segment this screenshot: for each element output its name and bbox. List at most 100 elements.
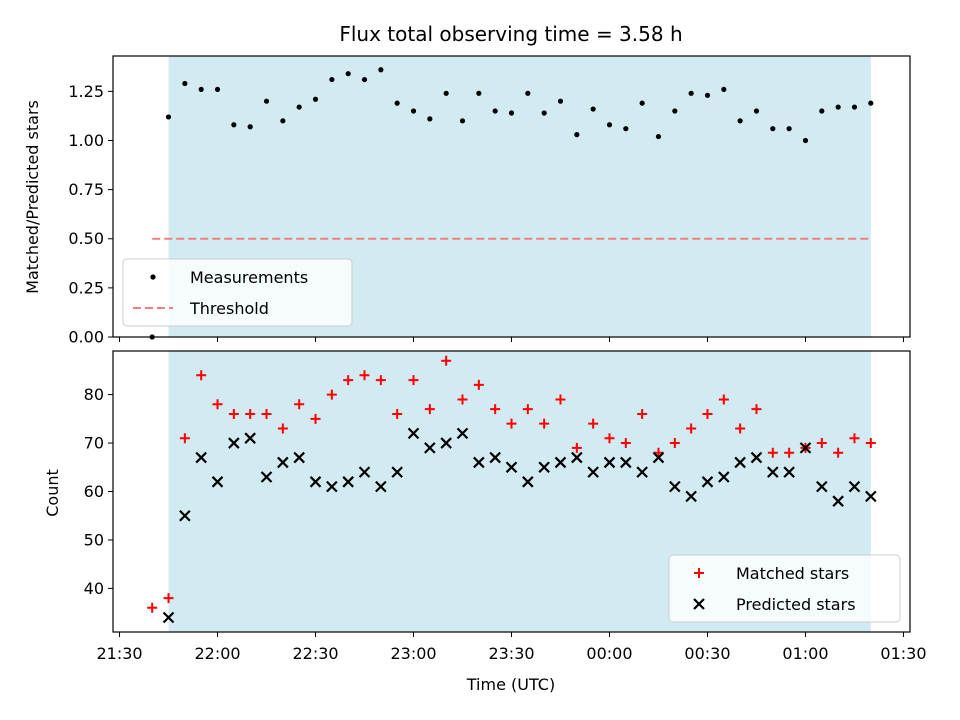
- bottom-predicted-stars-point: [473, 456, 485, 469]
- bottom-matched-stars-point: [784, 447, 795, 458]
- bottom-legend-label-predicted-stars: Predicted stars: [736, 595, 856, 614]
- bottom-predicted-stars-point: [358, 466, 371, 478]
- bottom-matched-stars-point: [833, 447, 844, 458]
- bottom-matched-stars-point: [147, 602, 158, 613]
- bottom-x-tick-label: 00:00: [586, 644, 632, 663]
- bottom-matched-stars-point: [816, 438, 827, 449]
- bottom-y-axis-label: Count: [43, 469, 62, 517]
- bottom-y-tick-label: 80: [84, 385, 104, 404]
- bottom-predicted-stars-point: [848, 480, 861, 493]
- top-measurements-point: [410, 108, 417, 114]
- top-y-tick-label: 0.00: [68, 328, 104, 347]
- bottom-predicted-stars-point: [799, 442, 812, 454]
- top-measurements-point: [786, 126, 792, 132]
- top-measurements-point: [312, 96, 319, 102]
- top-legend: Measurements Threshold: [122, 258, 353, 327]
- top-measurements-point: [851, 104, 858, 110]
- top-measurements-point: [721, 86, 727, 93]
- bottom-legend-swatch-predicted-stars: [693, 598, 705, 610]
- bottom-predicted-stars-point: [277, 456, 289, 469]
- bottom-predicted-stars-point: [603, 456, 616, 469]
- top-measurements-point: [378, 67, 384, 73]
- bottom-matched-stars-point: [620, 438, 631, 449]
- bottom-predicted-stars-point: [244, 432, 256, 444]
- top-measurements-point: [672, 108, 678, 114]
- bottom-x-tick-label: 23:00: [390, 644, 436, 663]
- bottom-predicted-stars-point: [685, 490, 697, 503]
- top-measurements-point: [819, 108, 825, 114]
- bottom-x-tick-label: 01:00: [782, 644, 828, 663]
- top-measurements-point: [280, 118, 286, 124]
- top-measurements-point: [263, 98, 270, 104]
- bottom-matched-stars-point: [604, 433, 615, 444]
- x-axis-label: Time (UTC): [466, 675, 555, 694]
- bottom-predicted-stars-point: [505, 461, 518, 474]
- bottom-predicted-stars-point: [162, 611, 175, 624]
- bottom-predicted-stars-point: [767, 466, 779, 478]
- bottom-predicted-stars-point: [538, 461, 550, 474]
- top-measurements-point: [753, 108, 760, 114]
- top-measurements-point: [443, 90, 449, 96]
- top-measurements-point: [688, 90, 694, 96]
- top-measurements-point: [182, 80, 188, 87]
- bottom-legend: Matched stars Predicted stars: [668, 554, 901, 623]
- bottom-panel: 40 50 60 70 80 21:30 22:00 22:30 23:00 23:30 00:00…: [84, 350, 927, 663]
- top-measurements-point: [459, 118, 466, 124]
- top-measurements-point: [590, 106, 596, 112]
- bottom-matched-stars-point: [522, 404, 533, 415]
- bottom-predicted-stars-point: [620, 456, 632, 469]
- bottom-legend-label-matched-stars: Matched stars: [736, 564, 849, 583]
- top-measurements-point: [231, 122, 237, 128]
- top-y-axis-label: Matched/Predicted stars: [23, 100, 42, 294]
- bottom-matched-stars-point: [179, 433, 190, 444]
- top-measurements-point: [394, 100, 400, 106]
- top-measurements-point: [329, 76, 335, 83]
- bottom-matched-stars-point: [718, 394, 729, 405]
- bottom-matched-stars-point: [849, 433, 860, 444]
- top-measurements-point: [214, 86, 221, 93]
- bottom-predicted-stars-point: [865, 490, 877, 503]
- bottom-matched-stars-point: [588, 418, 599, 429]
- bottom-matched-stars-point: [375, 375, 386, 386]
- top-measurements-point: [476, 90, 482, 96]
- bottom-matched-stars-point: [637, 408, 648, 419]
- bottom-predicted-stars-point: [375, 480, 387, 493]
- bottom-predicted-stars-point: [718, 471, 730, 483]
- top-panel: 0.00 0.25 0.50 0.75 1.00 1.25 Measurements Thre…: [68, 55, 911, 347]
- top-measurements-point: [427, 116, 433, 122]
- top-measurements-point: [296, 104, 302, 110]
- bottom-predicted-stars-point: [195, 451, 207, 464]
- chart-title: Flux total observing time = 3.58 h: [339, 22, 682, 46]
- bottom-matched-stars-point: [212, 399, 223, 410]
- top-measurements-point: [492, 108, 498, 114]
- bottom-matched-stars-point: [539, 418, 550, 429]
- bottom-predicted-stars-point: [456, 427, 469, 440]
- top-measurements-point: [835, 104, 841, 110]
- bottom-predicted-stars-point: [783, 466, 795, 478]
- bottom-y-tick-label: 50: [84, 530, 104, 549]
- bottom-matched-stars-point: [490, 404, 501, 415]
- bottom-matched-stars-point: [571, 442, 582, 453]
- bottom-predicted-stars-point: [342, 476, 354, 488]
- bottom-x-tick-label: 21:30: [96, 644, 142, 663]
- bottom-predicted-stars-point: [816, 480, 828, 493]
- bottom-predicted-stars-point: [571, 451, 583, 464]
- top-measurements-point: [868, 100, 874, 106]
- bottom-predicted-stars-point: [440, 437, 452, 449]
- bottom-y-tick-label: 60: [84, 482, 104, 501]
- top-measurements-point: [345, 71, 351, 77]
- top-measurements-point: [770, 126, 776, 132]
- bottom-matched-stars-point: [424, 404, 435, 415]
- bottom-x-tick-label: 22:00: [194, 644, 240, 663]
- top-measurements-point: [361, 76, 368, 83]
- top-axes-frame: [112, 55, 911, 338]
- bottom-matched-stars-point: [343, 375, 354, 386]
- top-y-tick-label: 0.50: [68, 229, 104, 248]
- top-measurements-point: [655, 133, 662, 140]
- top-measurements-point: [737, 118, 743, 124]
- bottom-matched-stars-point: [277, 423, 288, 434]
- bottom-predicted-stars-point: [652, 451, 665, 464]
- bottom-predicted-stars-point: [669, 480, 681, 493]
- top-measurements-point: [606, 122, 613, 128]
